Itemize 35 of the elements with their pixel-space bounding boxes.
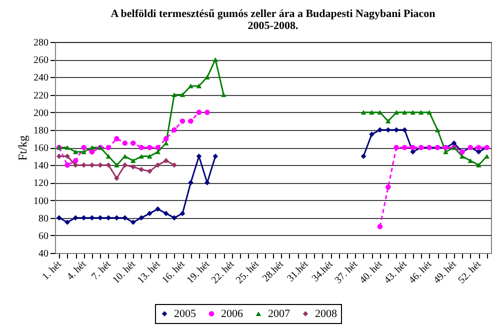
x-tick-label: 43. hét (382, 258, 410, 286)
x-tick-label: 10. hét (110, 258, 138, 286)
y-tick-label: 200 (34, 108, 48, 119)
y-tick-label: 180 (34, 125, 48, 136)
y-tick-label: 120 (34, 178, 48, 190)
y-tick-label: 280 (34, 38, 48, 48)
chart-title: A belföldi termesztésű gumós zeller ára a Budapesti Nagybani Piacon (110, 8, 436, 20)
y-axis-title: Ft/kg (16, 135, 30, 161)
x-tick-label: 52. hét (456, 258, 484, 286)
x-tick-label: 19. hét (184, 258, 212, 286)
legend-label: 2005 (174, 308, 196, 320)
y-tick-label: 60 (38, 230, 48, 242)
x-tick-label: 13. hét (136, 258, 163, 286)
y-tick-label: 100 (34, 196, 48, 207)
x-tick-label: 25. hét (234, 258, 262, 286)
x-tick-label: 22. hét (210, 258, 237, 286)
legend-label: 2007 (268, 308, 290, 320)
x-tick-label: 16. hét (160, 258, 188, 286)
x-tick-label: 1. hét (40, 258, 64, 282)
chart-subtitle: 2005-2008. (248, 20, 298, 32)
y-tick-label: 40 (38, 248, 48, 260)
y-tick-label: 260 (34, 55, 48, 66)
y-tick-label: 80 (38, 213, 48, 224)
x-tick-label: 40. hét (358, 258, 385, 286)
x-tick-label: 4. hét (65, 258, 89, 282)
y-tick-label: 240 (34, 72, 48, 84)
x-tick-label: 37. hét (332, 258, 360, 286)
y-tick-label: 140 (34, 160, 48, 172)
x-tick-label: 46. hét (407, 258, 434, 286)
y-tick-label: 220 (34, 90, 48, 102)
x-tick-label: 7. hét (90, 258, 114, 282)
y-tick-label: 160 (34, 143, 48, 154)
legend-label: 2008 (315, 308, 338, 320)
legend-label: 2006 (221, 308, 244, 320)
x-tick-label: 49. hét (432, 258, 459, 286)
